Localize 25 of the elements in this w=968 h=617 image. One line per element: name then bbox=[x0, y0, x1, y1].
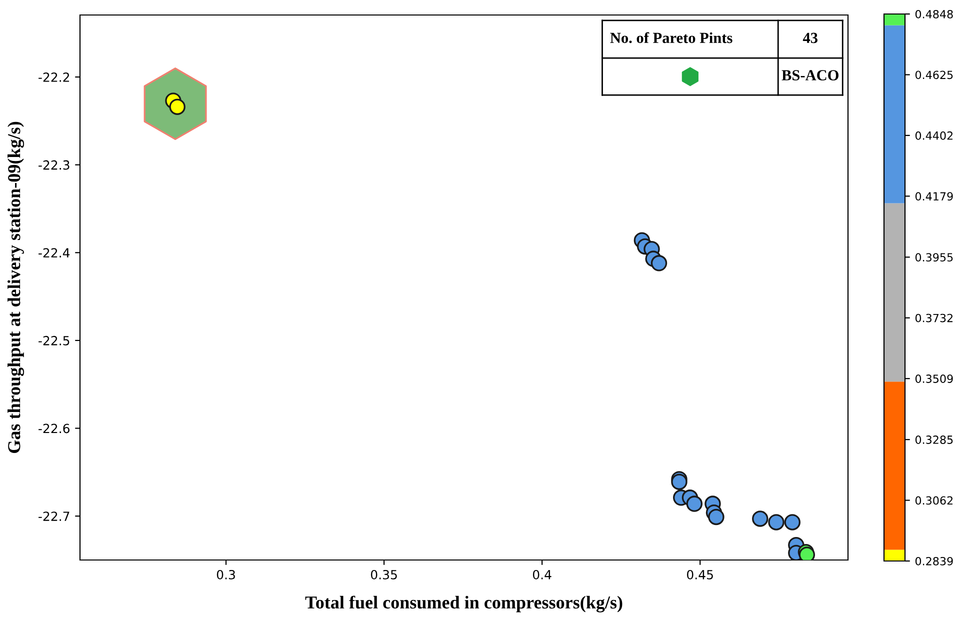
color-bar-label: 0.4848 bbox=[915, 10, 953, 18]
color-bar-label: 0.4179 bbox=[915, 192, 953, 201]
x-tick-label: 0.45 bbox=[686, 570, 713, 580]
x-tick-label: 0.35 bbox=[370, 570, 397, 580]
annotation: 43 bbox=[802, 32, 818, 44]
y-tick-label: -22.5 bbox=[38, 336, 70, 346]
annotation: No. of Pareto Pints bbox=[610, 32, 732, 44]
x-axis-title: Total fuel consumed in compressors(kg/s) bbox=[305, 596, 622, 612]
color-bar-label: 0.3732 bbox=[915, 314, 952, 322]
color-bar-label: 0.4625 bbox=[915, 70, 953, 80]
color-bar-label: 0.3955 bbox=[915, 253, 953, 262]
y-tick-label: -22.6 bbox=[38, 424, 70, 434]
y-tick-label: -22.3 bbox=[38, 160, 70, 170]
y-tick-label: -22.4 bbox=[38, 248, 70, 258]
color-bar-label: 0.2839 bbox=[915, 556, 953, 566]
y-tick-label: -22.7 bbox=[38, 512, 70, 521]
x-tick-label: 0.4 bbox=[532, 570, 552, 580]
y-axis-title: Gas throughput at delivery station-09(kg/s) bbox=[8, 122, 24, 453]
x-tick-label: 0.3 bbox=[216, 570, 235, 580]
annotation: BS-ACO bbox=[782, 70, 838, 80]
color-bar-label: 0.3509 bbox=[915, 374, 953, 383]
color-bar-label: 0.4402 bbox=[915, 131, 952, 140]
color-bar-label: 0.3285 bbox=[915, 436, 953, 444]
y-tick-label: -22.2 bbox=[38, 72, 70, 82]
color-bar-label: 0.3062 bbox=[915, 496, 952, 505]
